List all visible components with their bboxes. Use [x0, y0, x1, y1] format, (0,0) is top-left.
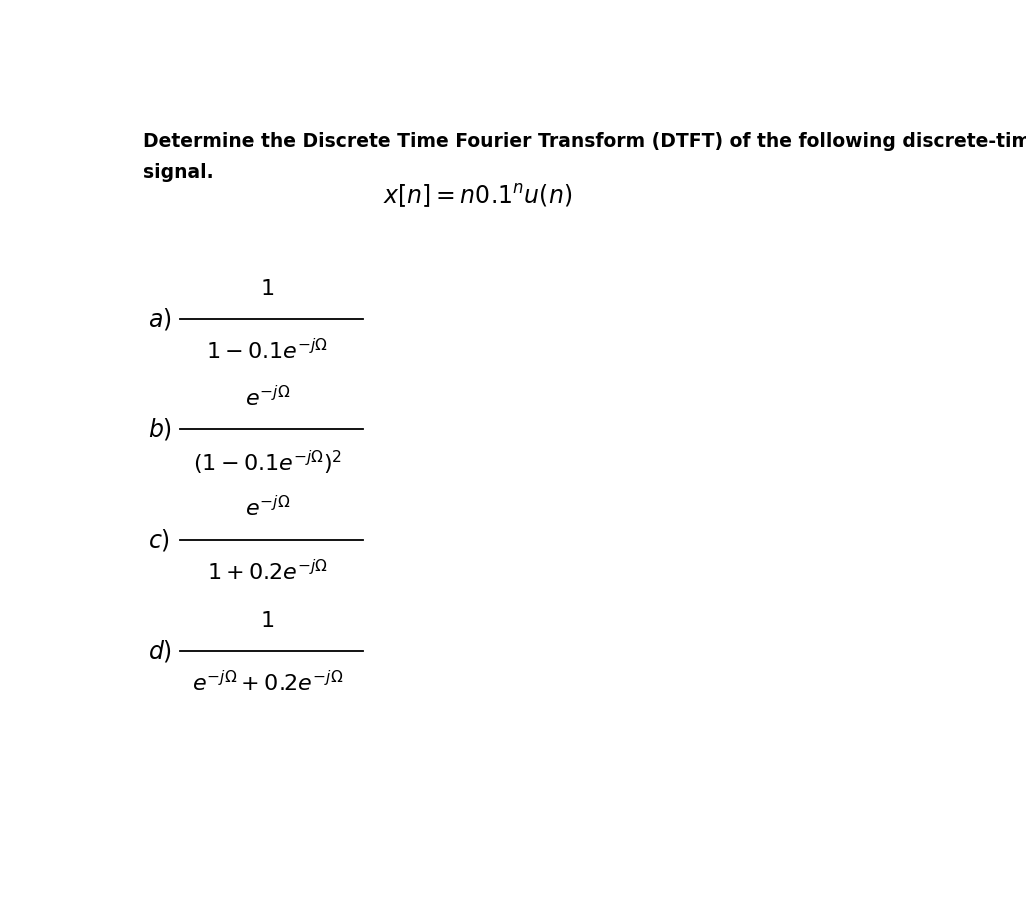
Text: $e^{-j\Omega}$: $e^{-j\Omega}$ [245, 496, 290, 521]
Text: $1$: $1$ [261, 279, 275, 299]
Text: $\mathit{d})\,$: $\mathit{d})\,$ [148, 638, 172, 664]
Text: $1+0.2e^{-j\Omega}$: $1+0.2e^{-j\Omega}$ [207, 559, 328, 585]
Text: $x[n]=n0.1^{n}u(n)$: $x[n]=n0.1^{n}u(n)$ [384, 181, 573, 209]
Text: $e^{-j\Omega}+0.2e^{-j\Omega}$: $e^{-j\Omega}+0.2e^{-j\Omega}$ [192, 670, 343, 695]
Text: $\mathit{b})\,$: $\mathit{b})\,$ [148, 417, 172, 443]
Text: $1-0.1e^{-j\Omega}$: $1-0.1e^{-j\Omega}$ [206, 338, 328, 363]
Text: $e^{-j\Omega}$: $e^{-j\Omega}$ [245, 384, 290, 409]
Text: Determine the Discrete Time Fourier Transform (DTFT) of the following discrete-t: Determine the Discrete Time Fourier Tran… [143, 132, 1026, 151]
Text: $1$: $1$ [261, 612, 275, 631]
Text: signal.: signal. [143, 163, 213, 182]
Text: $(1-0.1e^{-j\Omega})^{2}$: $(1-0.1e^{-j\Omega})^{2}$ [193, 449, 342, 477]
Text: $\mathit{c})\,$: $\mathit{c})\,$ [148, 527, 170, 553]
Text: $\mathit{a})\,$: $\mathit{a})\,$ [148, 305, 171, 331]
